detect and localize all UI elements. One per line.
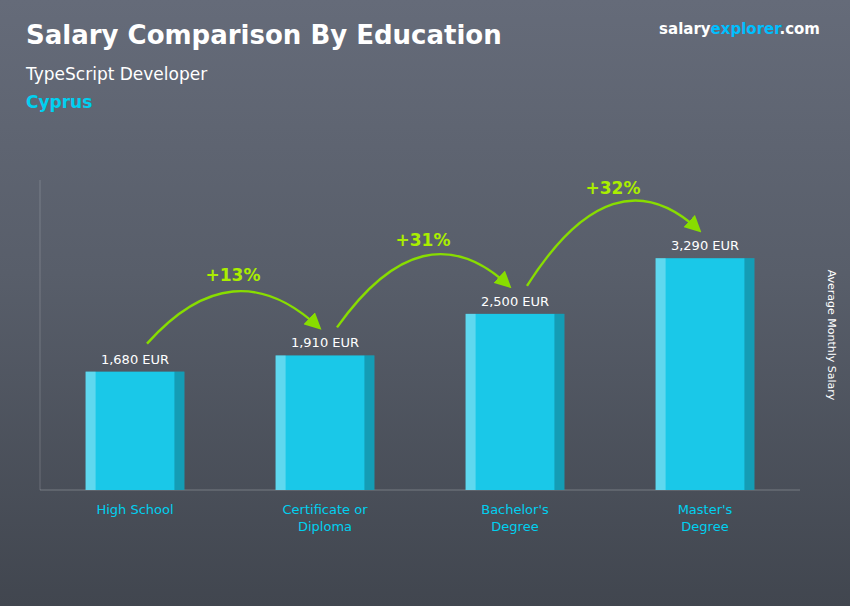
data-label: 1,910 EUR: [291, 335, 359, 350]
growth-label: +31%: [396, 230, 451, 250]
brand-part: salary: [659, 20, 711, 38]
x-tick-label: Master's Degree: [678, 502, 733, 534]
growth-label: +13%: [206, 265, 261, 285]
bar-shade: [364, 355, 374, 490]
bar-highlight: [276, 355, 286, 490]
growth-arrow: [337, 254, 509, 327]
x-tick-label-line: Diploma: [298, 519, 352, 534]
x-tick-label-line: High School: [96, 502, 173, 517]
growth-label: +32%: [586, 178, 641, 198]
data-label: 1,680 EUR: [101, 352, 169, 367]
bar-shade: [174, 372, 184, 490]
x-tick-label: High School: [96, 502, 173, 517]
bar-highlight: [656, 258, 666, 490]
bar: [276, 355, 375, 490]
bar: [86, 372, 185, 490]
growth-arrow: [147, 291, 319, 344]
x-tick-label-line: Master's: [678, 502, 733, 517]
bar-highlight: [86, 372, 96, 490]
x-tick-label-line: Degree: [491, 519, 538, 534]
bar-shade: [554, 314, 564, 490]
bar: [466, 314, 565, 490]
growth-arrow: [527, 201, 699, 286]
x-tick-label-line: Degree: [681, 519, 728, 534]
brand: salaryexplorer.com: [659, 20, 820, 38]
y-axis-line: [40, 180, 41, 490]
data-label: 3,290 EUR: [671, 238, 739, 253]
title: Salary Comparison By Education: [26, 20, 502, 50]
bar: [656, 258, 755, 490]
y-axis-label: Average Monthly Salary: [825, 270, 838, 401]
brand-part: explorer: [711, 20, 783, 38]
bars: [86, 258, 755, 490]
chart: Salary Comparison By Education TypeScript…: [0, 0, 850, 606]
x-tick-label: Certificate or Diploma: [283, 502, 369, 534]
x-tick-label: Bachelor's Degree: [481, 502, 549, 534]
background: [0, 0, 850, 606]
subtitle: TypeScript Developer: [25, 64, 207, 84]
subtitle: Cyprus: [26, 92, 92, 112]
brand-part: .com: [779, 20, 820, 38]
bar-highlight: [466, 314, 476, 490]
bar-shade: [744, 258, 754, 490]
data-label: 2,500 EUR: [481, 294, 549, 309]
x-tick-label-line: Bachelor's: [481, 502, 549, 517]
x-tick-label-line: Certificate or: [283, 502, 369, 517]
